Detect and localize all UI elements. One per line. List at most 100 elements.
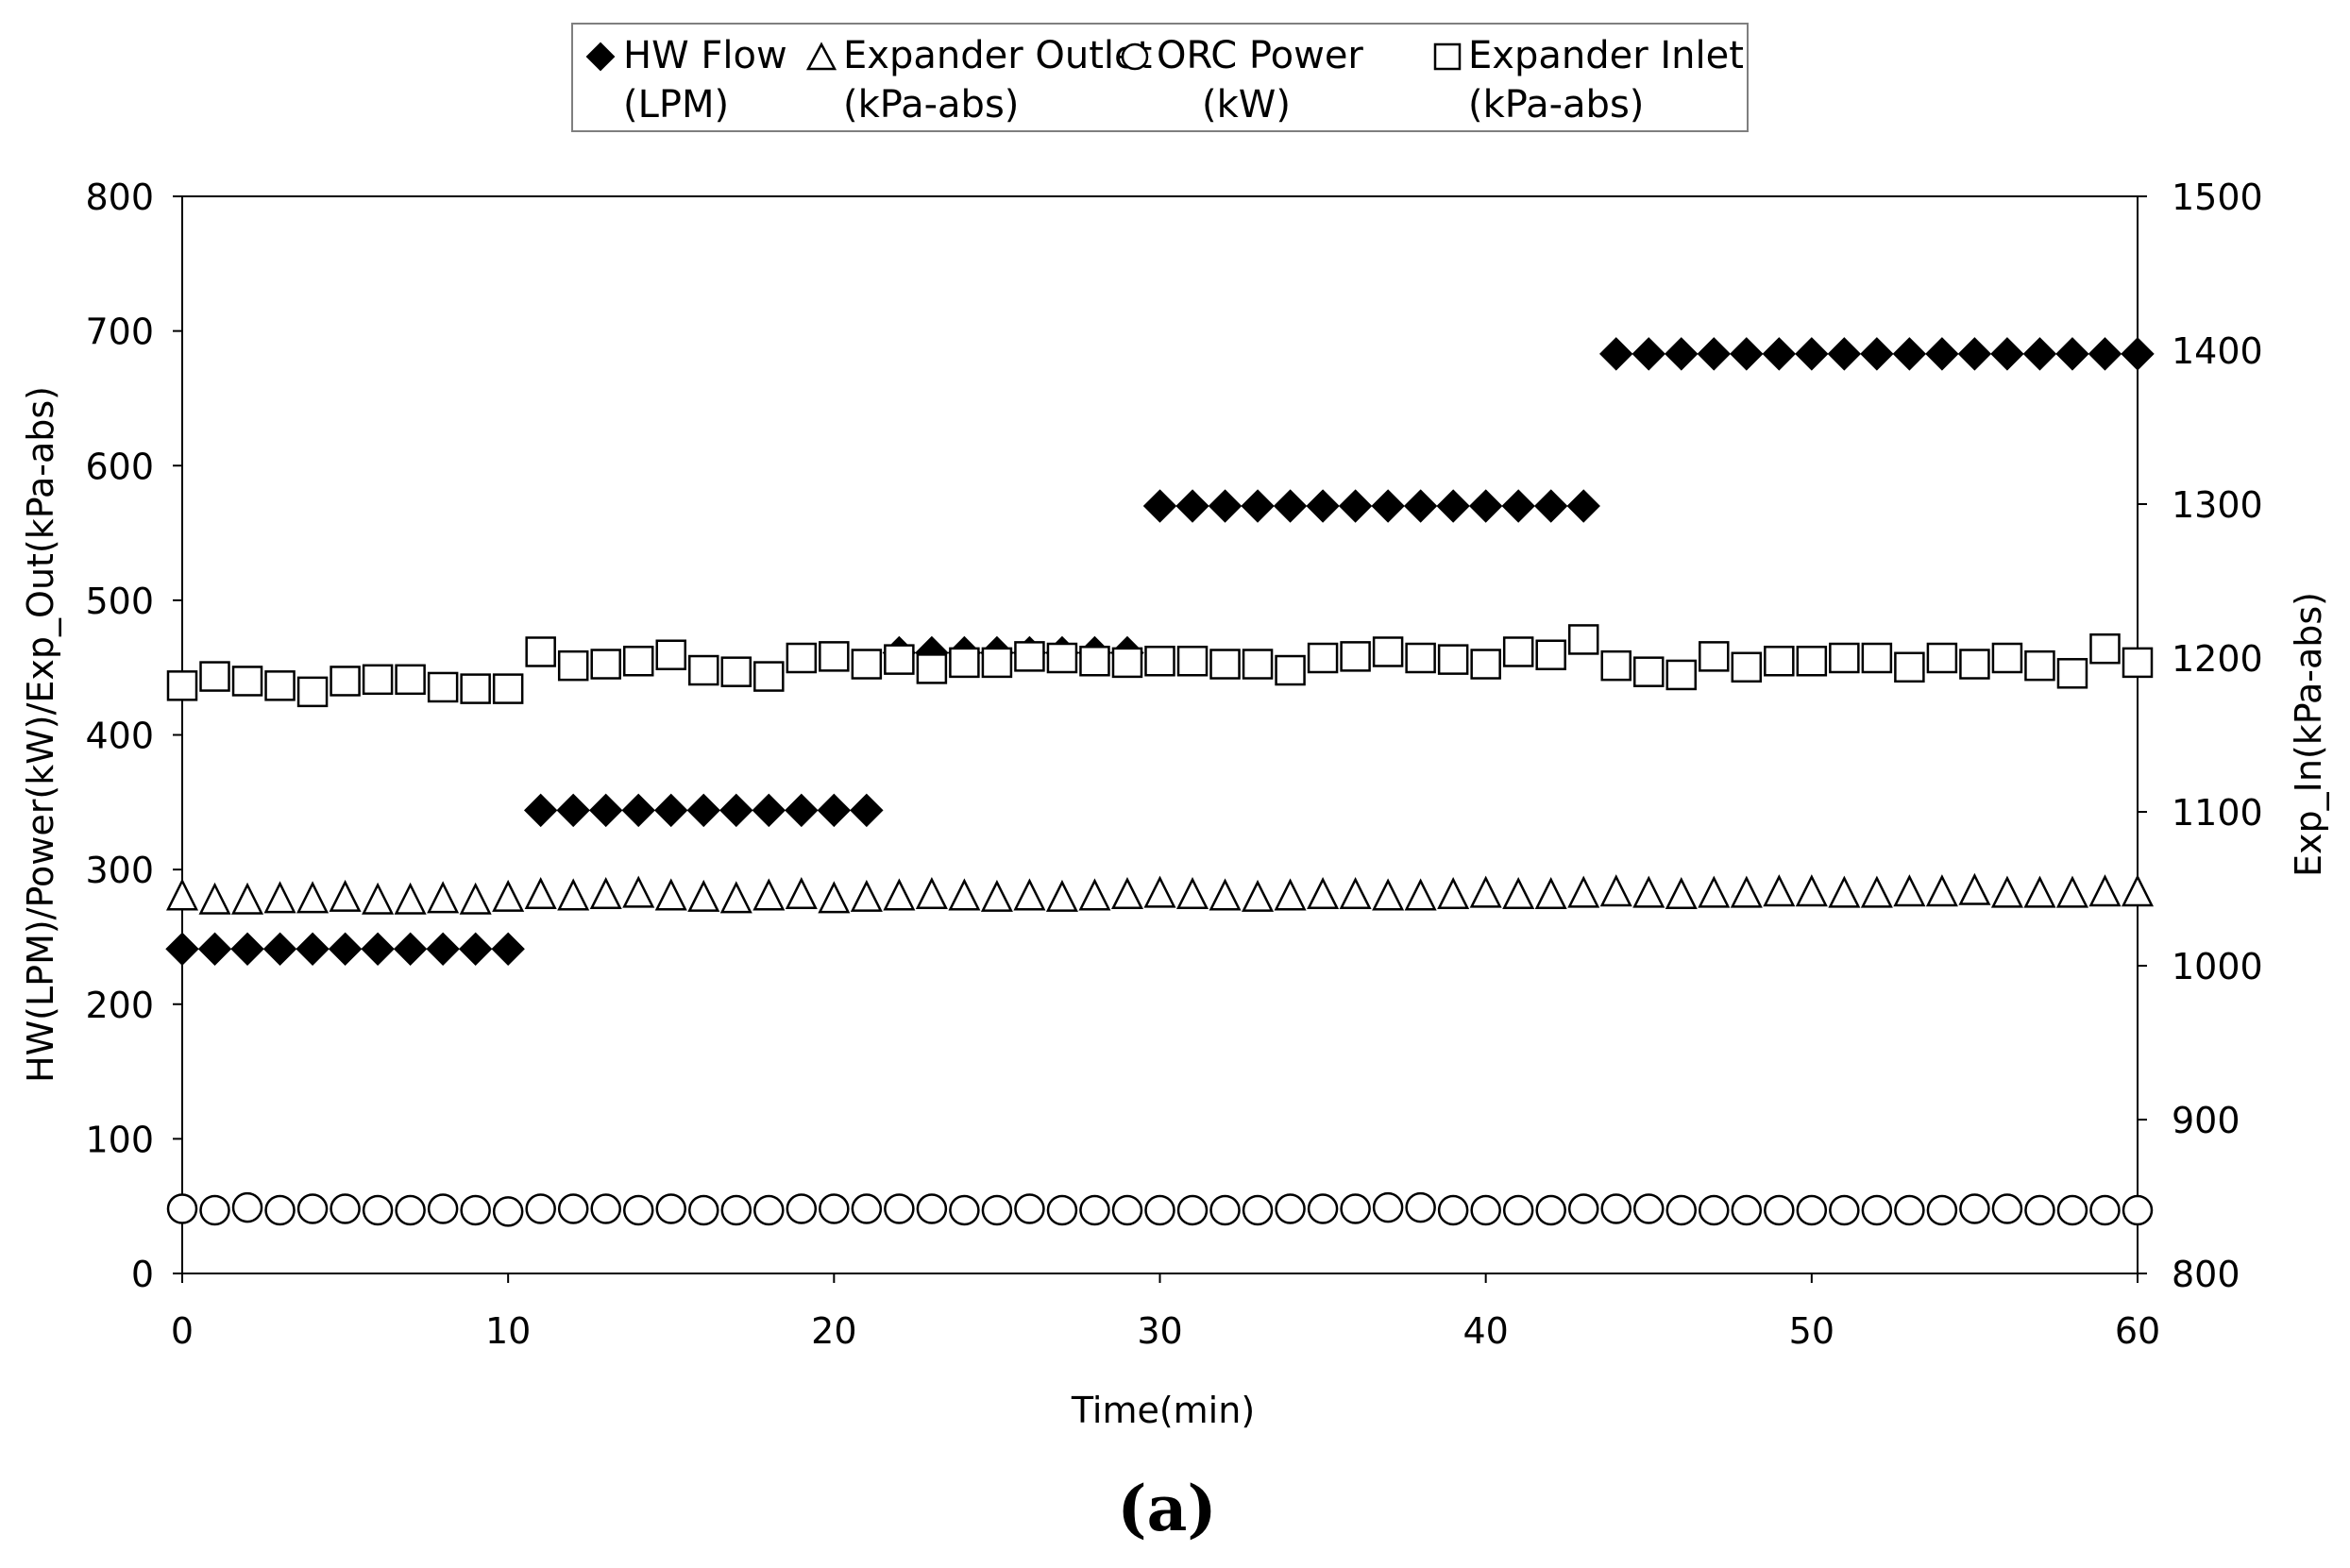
data-point [165, 932, 199, 966]
data-point [1502, 877, 1535, 910]
legend-label-expander-inlet-line2: (kPa-abs) [1468, 83, 1644, 126]
data-point [458, 932, 493, 966]
data-point [1731, 651, 1763, 683]
data-point [1632, 875, 1665, 908]
data-point [1307, 877, 1340, 910]
data-point [1273, 489, 1308, 523]
data-point [1371, 489, 1405, 523]
data-point [1242, 649, 1274, 680]
data-point [1242, 879, 1275, 912]
data-point [393, 932, 428, 966]
data-point [460, 1194, 491, 1226]
data-point [785, 793, 819, 828]
data-point [1078, 878, 1111, 911]
x-tick-label: 40 [1462, 1310, 1508, 1352]
data-point [1566, 489, 1600, 523]
data-point [1665, 337, 1699, 371]
right-tick-label: 1100 [2172, 792, 2263, 834]
data-point [262, 932, 297, 966]
data-point [199, 661, 230, 692]
data-point [752, 793, 786, 828]
data-point [1209, 1194, 1241, 1226]
data-point [556, 793, 590, 828]
data-point [949, 647, 980, 679]
data-point [296, 932, 330, 966]
data-point [427, 1193, 459, 1224]
right-tick-label: 800 [2172, 1254, 2240, 1295]
data-point [524, 877, 557, 910]
data-point [1633, 656, 1665, 687]
x-axis-ticks: 0 10 20 30 40 50 60 [171, 1273, 2160, 1352]
data-point [1274, 878, 1307, 911]
data-point [622, 1194, 654, 1226]
data-point [459, 882, 492, 915]
data-point [1046, 1194, 1078, 1226]
data-point [1437, 1194, 1469, 1226]
data-point [525, 636, 556, 667]
data-point [948, 878, 981, 911]
data-point [1665, 877, 1698, 910]
data-point [1534, 877, 1567, 910]
data-point [557, 1193, 589, 1224]
legend-item-expander-outlet: Expander Outlet (kPa-abs) [805, 34, 1152, 126]
data-point [1665, 659, 1698, 691]
data-point [1014, 641, 1045, 672]
data-point [1535, 1194, 1566, 1226]
data-point [2055, 337, 2089, 371]
data-point [719, 793, 753, 828]
data-point [2056, 658, 2088, 689]
data-point [1144, 1194, 1175, 1226]
data-point [1599, 337, 1633, 371]
data-point [1926, 1194, 1958, 1226]
legend-label-hw-flow-line2: (LPM) [623, 83, 729, 126]
x-tick-label: 50 [1789, 1310, 1834, 1352]
data-point [1763, 874, 1796, 907]
data-point [1926, 642, 1958, 674]
left-axis-ticks: 0 100 200 300 400 500 600 700 800 [85, 177, 182, 1295]
series-layer [165, 337, 2155, 1227]
legend: HW Flow (LPM) Expander Outlet (kPa-abs) … [571, 23, 1749, 132]
data-point [1665, 1194, 1698, 1226]
data-point [1631, 337, 1665, 371]
data-point [1959, 649, 1990, 680]
data-point [1404, 878, 1437, 911]
right-tick-label: 1300 [2172, 484, 2263, 526]
data-point [1437, 877, 1470, 910]
right-tick-label: 1400 [2172, 330, 2263, 372]
data-point [2121, 337, 2155, 371]
data-point [688, 1194, 719, 1226]
data-point [915, 877, 948, 910]
data-point [818, 881, 851, 914]
data-point [1209, 878, 1242, 911]
data-point [752, 878, 786, 911]
left-tick-label: 100 [85, 1119, 154, 1160]
data-point [1111, 1194, 1143, 1226]
data-point [296, 1193, 329, 1224]
data-point [2121, 874, 2155, 907]
data-point [1436, 489, 1470, 523]
data-point [850, 879, 883, 912]
right-axis-title: Exp_In(kPa-abs) [2288, 592, 2329, 877]
data-point [1339, 877, 1372, 910]
right-axis-ticks: 800 900 1000 1100 1200 1300 1400 1500 [2138, 177, 2263, 1295]
left-tick-label: 500 [85, 581, 154, 622]
data-point [198, 882, 231, 915]
series-circle-open [166, 1191, 2154, 1227]
data-point [330, 1193, 361, 1224]
data-point [1828, 875, 1861, 908]
data-point [1340, 641, 1371, 672]
data-point [753, 1194, 785, 1226]
data-point [492, 1196, 524, 1227]
data-point [2088, 874, 2122, 907]
data-point [199, 1194, 230, 1226]
data-point [197, 932, 232, 966]
data-point [1143, 875, 1176, 908]
series-triangle-open [165, 872, 2155, 915]
data-point [1275, 1193, 1306, 1224]
data-point [1796, 646, 1828, 677]
left-tick-label: 300 [85, 850, 154, 891]
data-point [394, 882, 427, 915]
data-point [230, 932, 264, 966]
